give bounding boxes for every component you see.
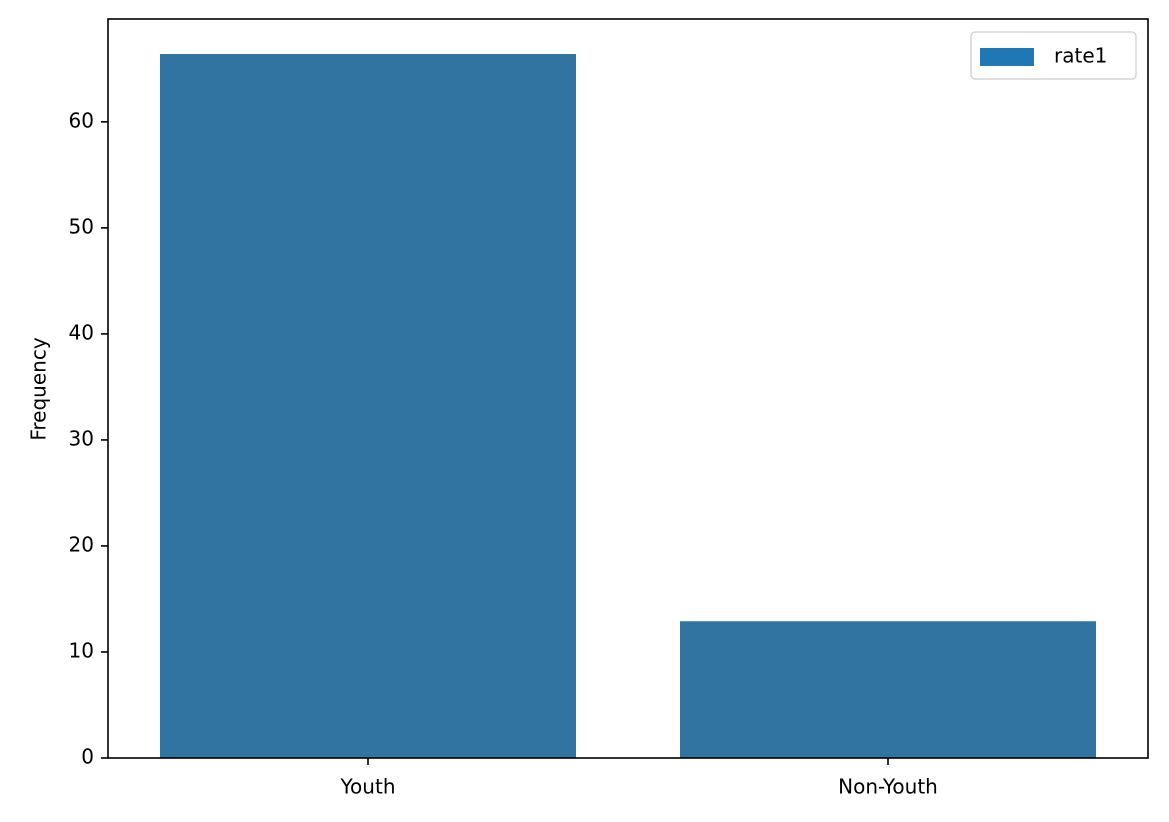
legend-swatch-rate1 — [980, 48, 1034, 66]
bar-non-youth — [680, 621, 1096, 758]
y-tick-label: 50 — [69, 214, 94, 238]
bar-youth — [160, 53, 576, 758]
x-tick-label: Youth — [340, 775, 396, 799]
legend-box — [970, 31, 1137, 80]
y-tick-label: 20 — [69, 532, 94, 556]
legend: rate1 — [970, 31, 1137, 80]
bars-layer — [160, 53, 1096, 758]
x-axis: Youth Non-Youth — [340, 758, 938, 799]
y-tick-label: 30 — [69, 426, 94, 450]
y-tick-label: 10 — [69, 638, 94, 662]
y-axis-title: Frequency — [27, 337, 51, 440]
legend-label-rate1: rate1 — [1054, 44, 1107, 68]
y-tick-label: 40 — [69, 320, 94, 344]
x-tick-label: Non-Youth — [838, 775, 938, 799]
y-tick-label: 0 — [81, 745, 94, 769]
y-tick-label: 60 — [69, 108, 94, 132]
y-axis: 0 10 20 30 40 50 60 — [69, 108, 108, 769]
plot-frame — [107, 18, 1149, 759]
